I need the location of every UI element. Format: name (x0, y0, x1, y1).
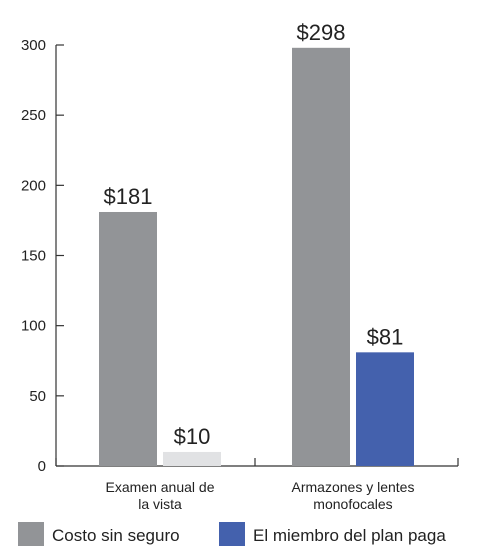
legend-label: El miembro del plan paga (253, 526, 446, 545)
data-label: $181 (104, 184, 153, 209)
data-label: $81 (367, 324, 404, 349)
y-tick-label: 200 (21, 177, 46, 194)
y-tick-label: 100 (21, 318, 46, 335)
legend-swatch (219, 522, 245, 546)
x-category-label: Armazones y lentes (292, 479, 415, 495)
bar (163, 451, 221, 466)
legend-label: Costo sin seguro (52, 526, 180, 545)
y-tick-label: 300 (21, 37, 46, 54)
x-category-label: la vista (138, 496, 182, 512)
x-category-label: monofocales (313, 496, 392, 512)
data-label: $298 (297, 20, 346, 45)
legend-swatch (18, 522, 44, 546)
bar (356, 352, 414, 466)
y-tick-label: 150 (21, 248, 46, 265)
y-tick-label: 0 (38, 458, 46, 475)
bar (292, 47, 350, 466)
bar (99, 211, 157, 466)
y-tick-label: 250 (21, 107, 46, 124)
data-label: $10 (174, 424, 211, 449)
x-category-label: Examen anual de (106, 479, 215, 495)
y-tick-label: 50 (29, 388, 46, 405)
